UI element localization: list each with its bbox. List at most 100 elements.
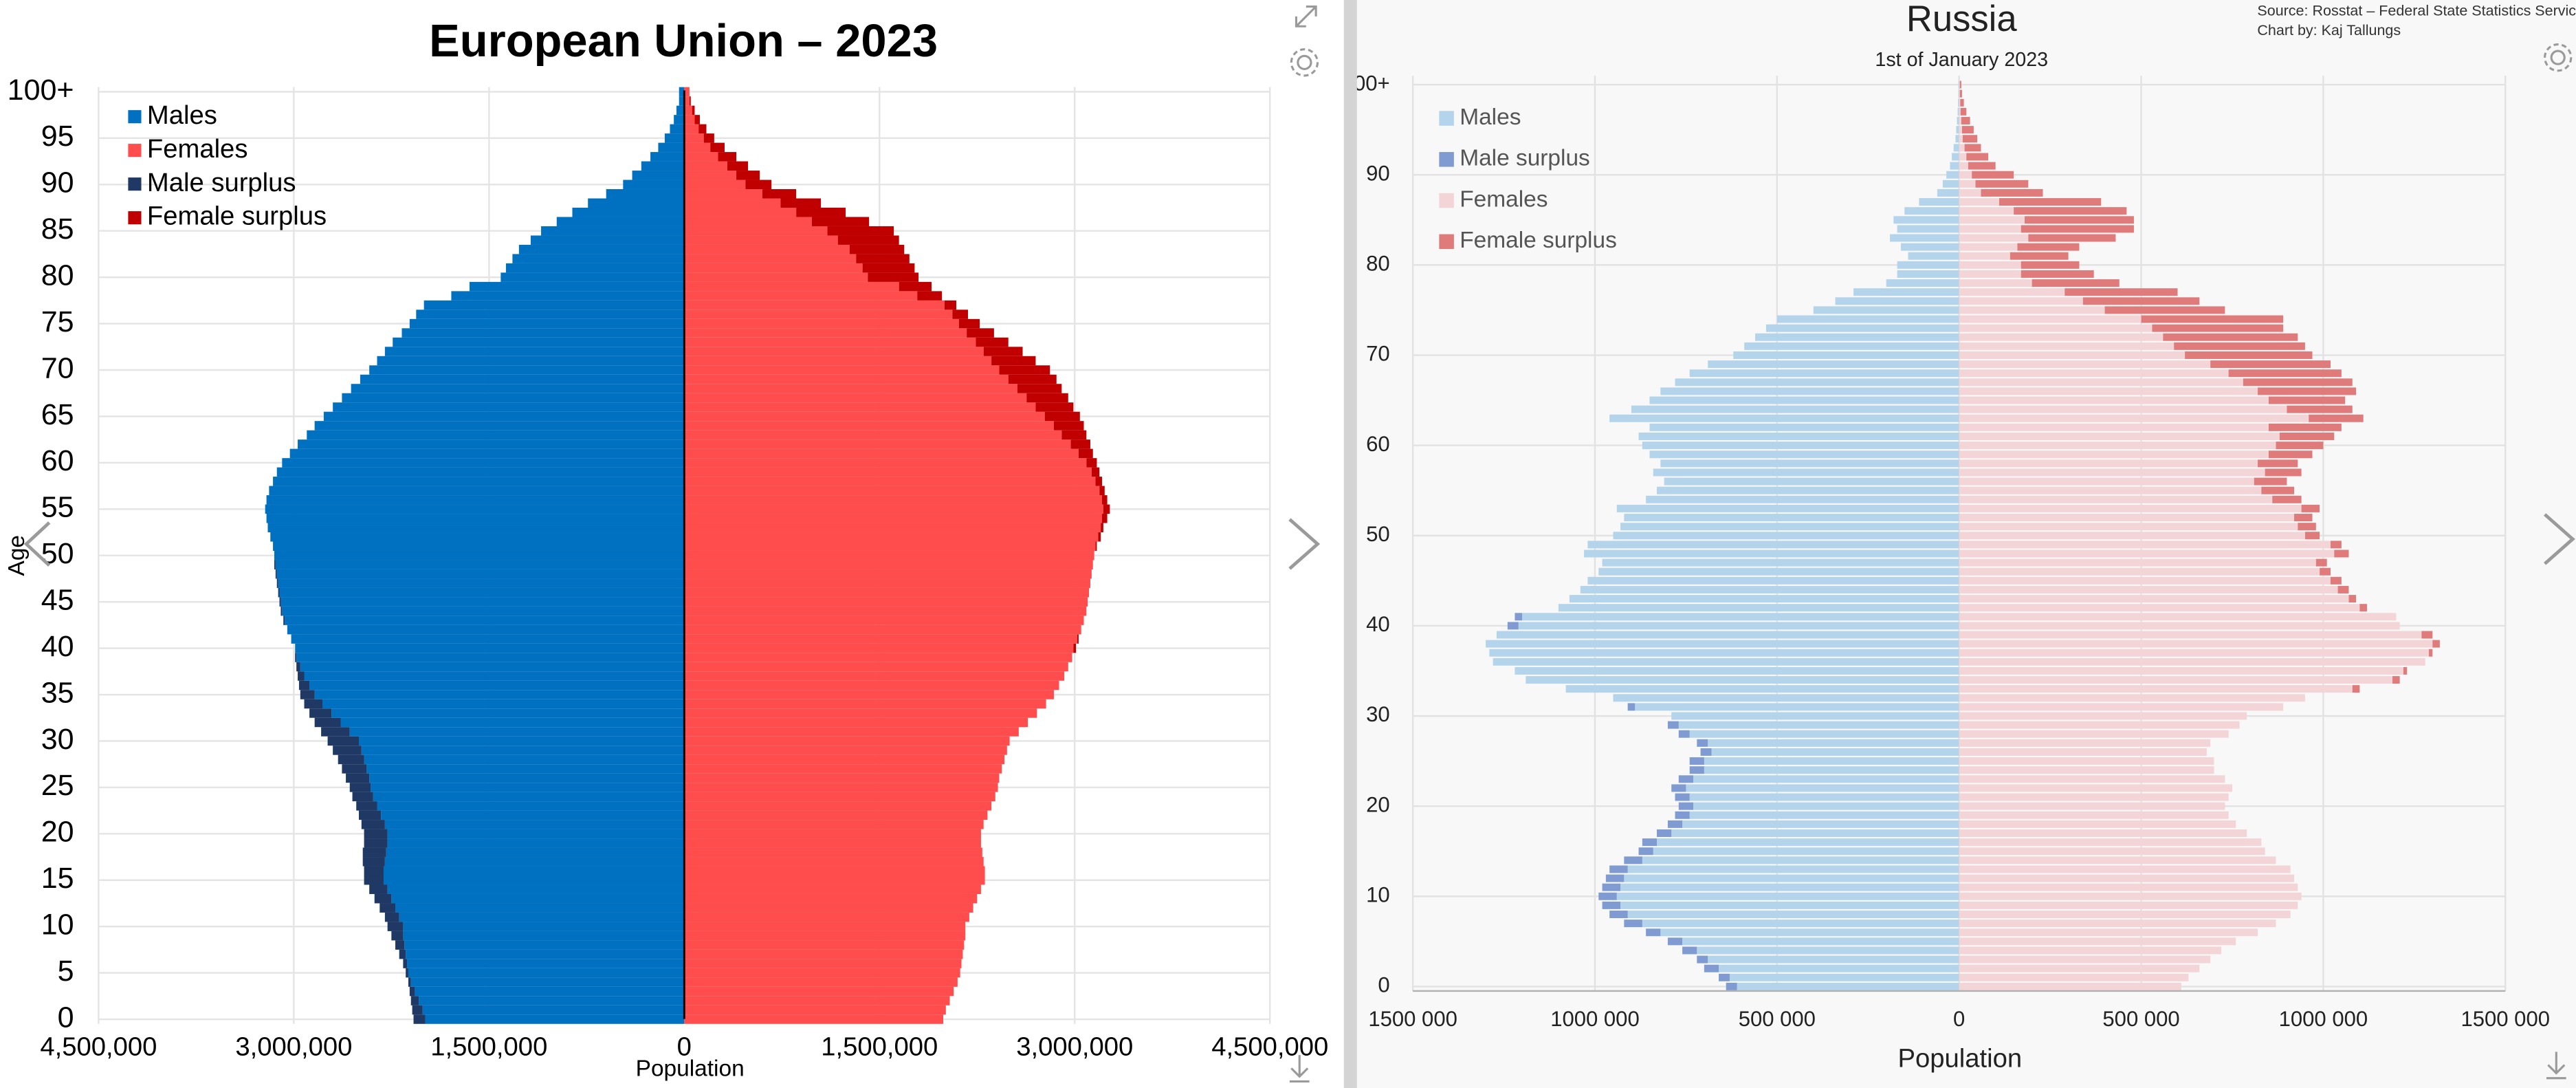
bar [518, 244, 685, 254]
surplus-bar [2104, 306, 2225, 314]
surplus-bar [359, 810, 382, 820]
bar [1959, 901, 2298, 909]
bar [684, 105, 692, 116]
bar [1486, 640, 1959, 648]
bar [1518, 622, 1959, 630]
bar [1711, 748, 1959, 756]
next-button[interactable] [1288, 518, 1321, 570]
bar [1959, 523, 2298, 531]
surplus-bar [2021, 261, 2080, 269]
next-button[interactable] [2544, 513, 2575, 565]
surplus-bar [2032, 279, 2120, 287]
bar [276, 467, 685, 477]
surplus-bar [1070, 439, 1090, 449]
bar [1959, 865, 2291, 873]
bar [265, 504, 685, 514]
bar [684, 616, 1084, 625]
settings-button[interactable] [2544, 43, 2573, 72]
bar [1959, 279, 2032, 287]
surplus-bar [1671, 784, 1686, 792]
surplus-bar [296, 662, 300, 672]
y-tick-label: 50 [1366, 522, 1390, 546]
bar [1959, 874, 2295, 882]
surplus-bar [364, 829, 388, 839]
surplus-bar [1697, 739, 1708, 747]
surplus-bar [369, 884, 388, 894]
bar [1657, 486, 1959, 494]
surplus-bar [1507, 622, 1519, 630]
surplus-bar [2348, 595, 2357, 603]
bar [1959, 216, 2025, 224]
surplus-bar [1095, 541, 1097, 551]
bar [1890, 234, 1959, 242]
bar [1959, 495, 2273, 503]
bar [684, 514, 1102, 523]
bar [1959, 351, 2186, 359]
settings-button[interactable] [1290, 48, 1319, 77]
surplus-bar [1017, 384, 1062, 393]
bar [1708, 739, 1959, 747]
x-axis-title: Population [636, 1056, 745, 1082]
bar [1708, 360, 1959, 369]
bar [1959, 766, 2214, 774]
previous-button[interactable] [23, 521, 51, 567]
bar [407, 959, 685, 968]
bar [684, 1014, 944, 1024]
download-button[interactable] [1289, 1055, 1310, 1082]
surplus-bar [2174, 342, 2305, 350]
bar [684, 792, 995, 802]
surplus-bar [827, 226, 894, 236]
surplus-bar [410, 996, 419, 1005]
bar [684, 532, 1099, 542]
legend-swatch [1439, 152, 1454, 167]
surplus-bar [1678, 775, 1693, 783]
bar [500, 272, 685, 282]
bar [1624, 874, 1959, 882]
bar [650, 152, 685, 162]
bar [1565, 685, 1959, 693]
bar [684, 690, 1054, 699]
bar [1946, 171, 1959, 179]
bar [684, 217, 812, 226]
surplus-bar [342, 764, 367, 774]
surplus-bar [1726, 982, 1737, 990]
x-tick-label: 500 000 [1739, 1007, 1816, 1031]
surplus-bar [2301, 504, 2320, 512]
surplus-bar [2352, 685, 2360, 693]
bar [1959, 721, 2240, 729]
bar [1959, 442, 2276, 450]
bar [1937, 188, 1959, 197]
download-button[interactable] [2546, 1052, 2566, 1080]
bar [684, 727, 1019, 737]
surplus-bar [2014, 207, 2127, 215]
bar [1635, 703, 1959, 711]
surplus-bar [2294, 514, 2313, 521]
bar [684, 430, 1062, 440]
surplus-bar [1700, 748, 1712, 756]
y-tick-label: 90 [1366, 161, 1390, 185]
surplus-bar [314, 717, 341, 728]
bar [1959, 631, 2422, 639]
bar [1587, 576, 1959, 585]
bar [1959, 730, 2229, 738]
bar [410, 977, 685, 987]
bar [1678, 721, 1959, 729]
surplus-bar [1667, 721, 1679, 729]
bar [1953, 144, 1959, 152]
bar [679, 96, 685, 106]
surplus-bar [2279, 433, 2335, 440]
expand-button[interactable] [1291, 1, 1321, 32]
bar [1959, 622, 2400, 630]
surplus-bar [2152, 324, 2284, 332]
y-tick-label: 0 [1378, 973, 1389, 997]
surplus-bar [2309, 414, 2364, 422]
bar [1708, 955, 1959, 964]
bar [684, 337, 976, 347]
surplus-bar [1035, 402, 1074, 412]
y-tick-label: 55 [41, 491, 74, 524]
bar [1737, 982, 1959, 990]
chart-title: European Union – 2023 [429, 15, 938, 67]
bar [1959, 892, 2302, 900]
legend-label: Female surplus [147, 202, 327, 231]
